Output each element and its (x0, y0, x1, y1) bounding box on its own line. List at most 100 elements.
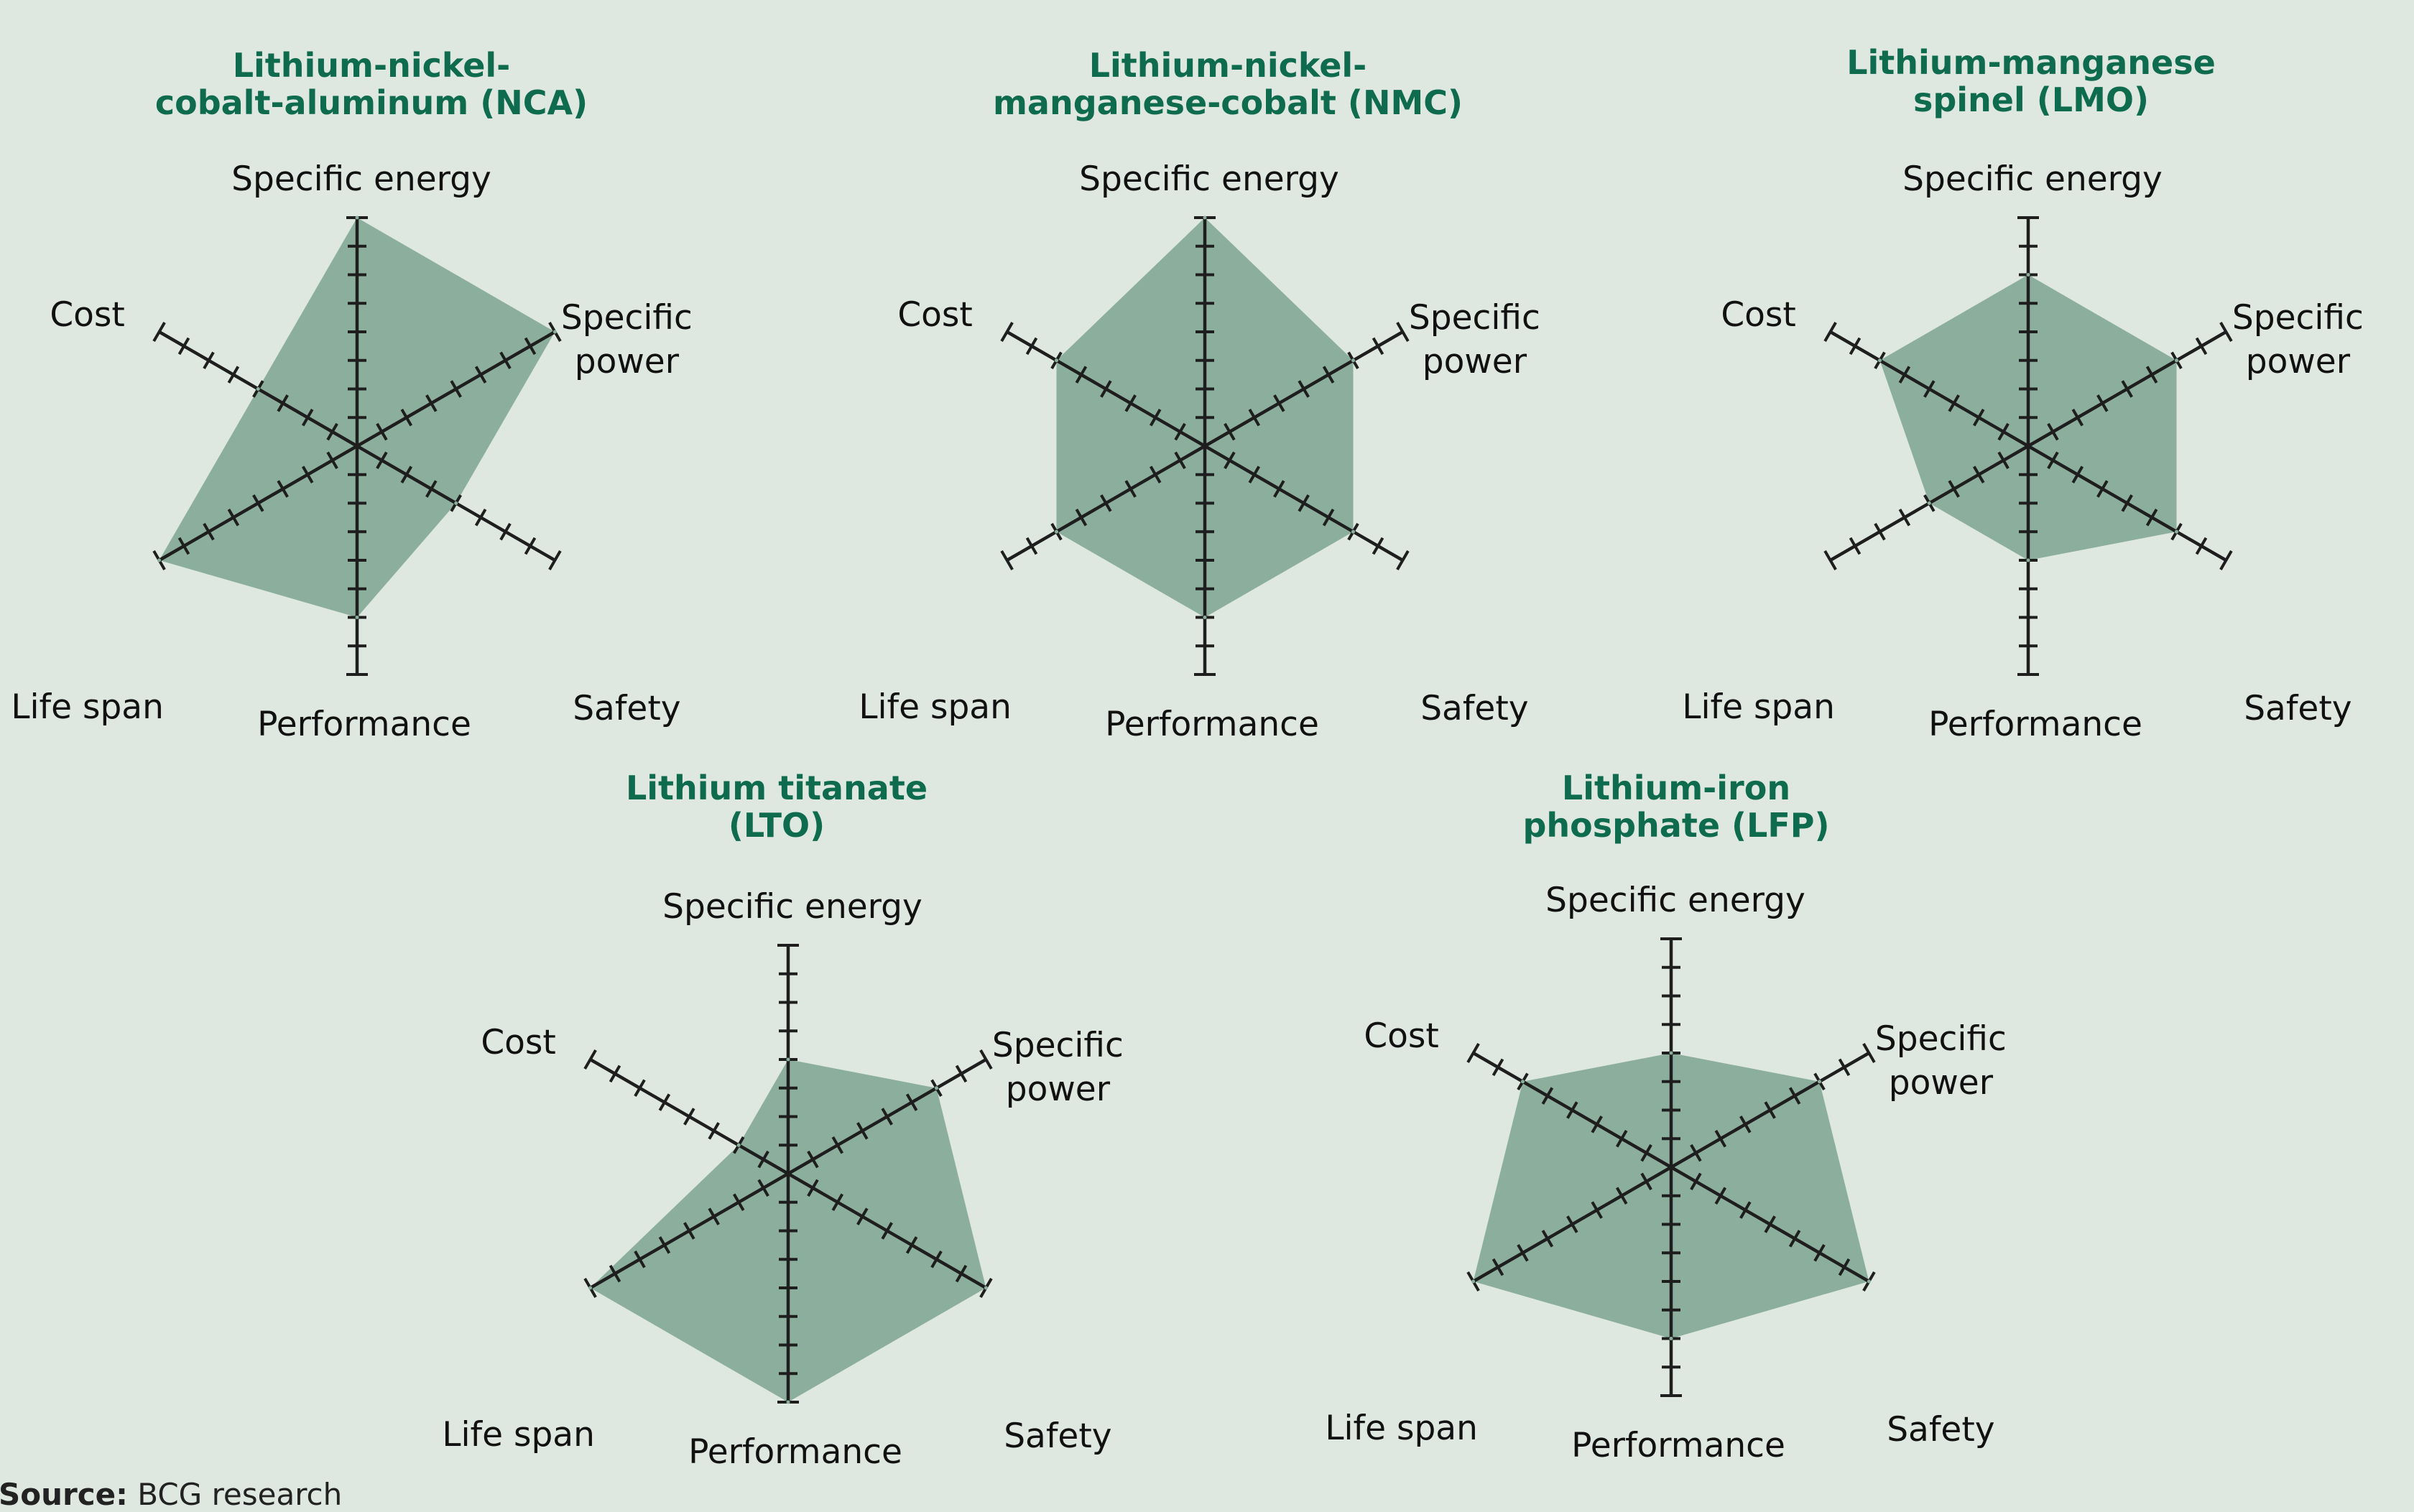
chart-title: Lithium-nickel-cobalt-aluminum (NCA) (155, 46, 588, 122)
radar-chart-5: Lithium-iron phosphate (LFP) Specific ener… (1325, 769, 2007, 1465)
axis-tick (524, 337, 537, 356)
axis-tick (376, 422, 388, 441)
axis-tick (634, 1250, 646, 1268)
axis-tick (1492, 1258, 1504, 1276)
axis-tick (609, 1264, 621, 1283)
axis-tick (177, 537, 190, 555)
axis-tick (1948, 480, 1960, 498)
axis-tick (881, 1222, 893, 1240)
axis-tick (1124, 394, 1137, 412)
chart-title-line: Lithium titanate (626, 769, 928, 807)
axis-label-line: Specific energy (1079, 159, 1339, 199)
axis-tick (634, 1079, 646, 1098)
axis-tick (1075, 509, 1088, 527)
data-point-performance (1669, 1337, 1673, 1340)
axis-tick (1224, 451, 1236, 470)
axis-tick (1396, 322, 1410, 342)
axis-label-specific-power: Specific power (1409, 298, 1540, 381)
axis-tick (658, 1093, 671, 1111)
radar-chart-3: Lithium-manganese spinel (LMO) Specific en… (1682, 43, 2364, 744)
axis-label-line: Performance (688, 1432, 902, 1472)
axis-tick (1591, 1201, 1603, 1219)
chart-title-line: spinel (LMO) (1913, 80, 2149, 119)
axis-tick (277, 394, 289, 412)
axis-label-cost: Cost (1364, 1016, 1439, 1056)
axis-tick (1764, 1101, 1776, 1119)
axis-label-line: Safety (1004, 1416, 1111, 1456)
axis-tick (376, 451, 388, 470)
radar-chart-1: Lithium-nickel-cobalt-aluminum (NCA) Spec… (11, 46, 693, 744)
axis-label-line: Specific (1875, 1019, 2007, 1059)
axis-tick (1298, 380, 1310, 398)
axis-tick (1972, 408, 1985, 427)
chart-title: Lithium-nickel-manganese-cobalt (NMC) (993, 46, 1463, 122)
axis-label-line: power (1423, 342, 1527, 381)
axis-tick (1372, 337, 1384, 356)
axis-tick (831, 1193, 844, 1212)
source-text: BCG research (137, 1477, 343, 1512)
axis-tick (1174, 451, 1186, 470)
axis-tick (1615, 1187, 1628, 1205)
axis-label-safety: Safety (2244, 689, 2351, 728)
data-point-cost (1055, 358, 1058, 363)
axis-tick (831, 1136, 844, 1154)
axis-tick (1273, 394, 1285, 412)
axis-tick (1898, 509, 1911, 527)
axis-tick (2121, 494, 2133, 512)
axis-tick (708, 1122, 720, 1140)
axis-tick (1000, 550, 1014, 570)
data-point-cost (1521, 1080, 1525, 1084)
axis-tick (1849, 537, 1862, 555)
axis-tick (1124, 480, 1137, 498)
data-point-cost (256, 387, 260, 391)
axis-tick (1849, 337, 1862, 356)
axis-label-line: Safety (573, 689, 680, 728)
axis-tick (1174, 422, 1186, 441)
axis-tick (856, 1207, 869, 1225)
axis-tick (1322, 366, 1335, 384)
axis-label-performance: Performance (688, 1432, 902, 1472)
source-note: Source: BCG research (0, 1477, 342, 1512)
axis-tick (708, 1207, 720, 1225)
axis-tick (474, 366, 487, 384)
axis-tick (1248, 465, 1261, 484)
axis-tick (524, 537, 537, 555)
axis-label-line: Life span (1325, 1409, 1478, 1448)
axis-tick (979, 1049, 993, 1070)
axis-tick (1923, 380, 1936, 398)
axis-tick (1492, 1058, 1504, 1077)
axis-label-cost: Cost (1721, 295, 1796, 335)
axis-label-line: Safety (1420, 689, 1528, 728)
axis-tick (1690, 1172, 1702, 1191)
axis-label-line: Specific energy (662, 887, 922, 927)
axis-tick (1075, 366, 1088, 384)
axis-label-line: Specific energy (1545, 881, 1805, 920)
axis-label-performance: Performance (1105, 705, 1319, 744)
axis-tick (450, 380, 462, 398)
axis-tick (1997, 422, 2010, 441)
axis-tick (400, 465, 413, 484)
axis-label-performance: Performance (257, 705, 471, 744)
data-point-life-span (157, 558, 162, 562)
axis-label-safety: Safety (1004, 1416, 1111, 1456)
axis-tick (499, 522, 512, 541)
axis-tick (1640, 1144, 1652, 1162)
axis-label-cost: Cost (50, 295, 125, 335)
axis-tick (1764, 1215, 1776, 1233)
axis-tick (1025, 537, 1038, 555)
axis-tick (2219, 550, 2233, 570)
data-point-life-span (1927, 501, 1931, 505)
axis-label-performance: Performance (1928, 705, 2142, 744)
data-point-specific-power (2175, 358, 2178, 363)
axis-tick (1714, 1187, 1727, 1205)
data-point-cost (736, 1143, 741, 1147)
axis-label-specific-power: Specific power (2232, 298, 2364, 381)
axis-tick (1714, 1129, 1727, 1148)
axis-tick (2096, 394, 2109, 412)
chart-title: Lithium titanate (LTO) (626, 769, 928, 845)
axis-tick (2145, 366, 2158, 384)
axis-tick (1874, 522, 1886, 541)
axis-tick (609, 1065, 621, 1083)
axis-tick (807, 1150, 819, 1169)
